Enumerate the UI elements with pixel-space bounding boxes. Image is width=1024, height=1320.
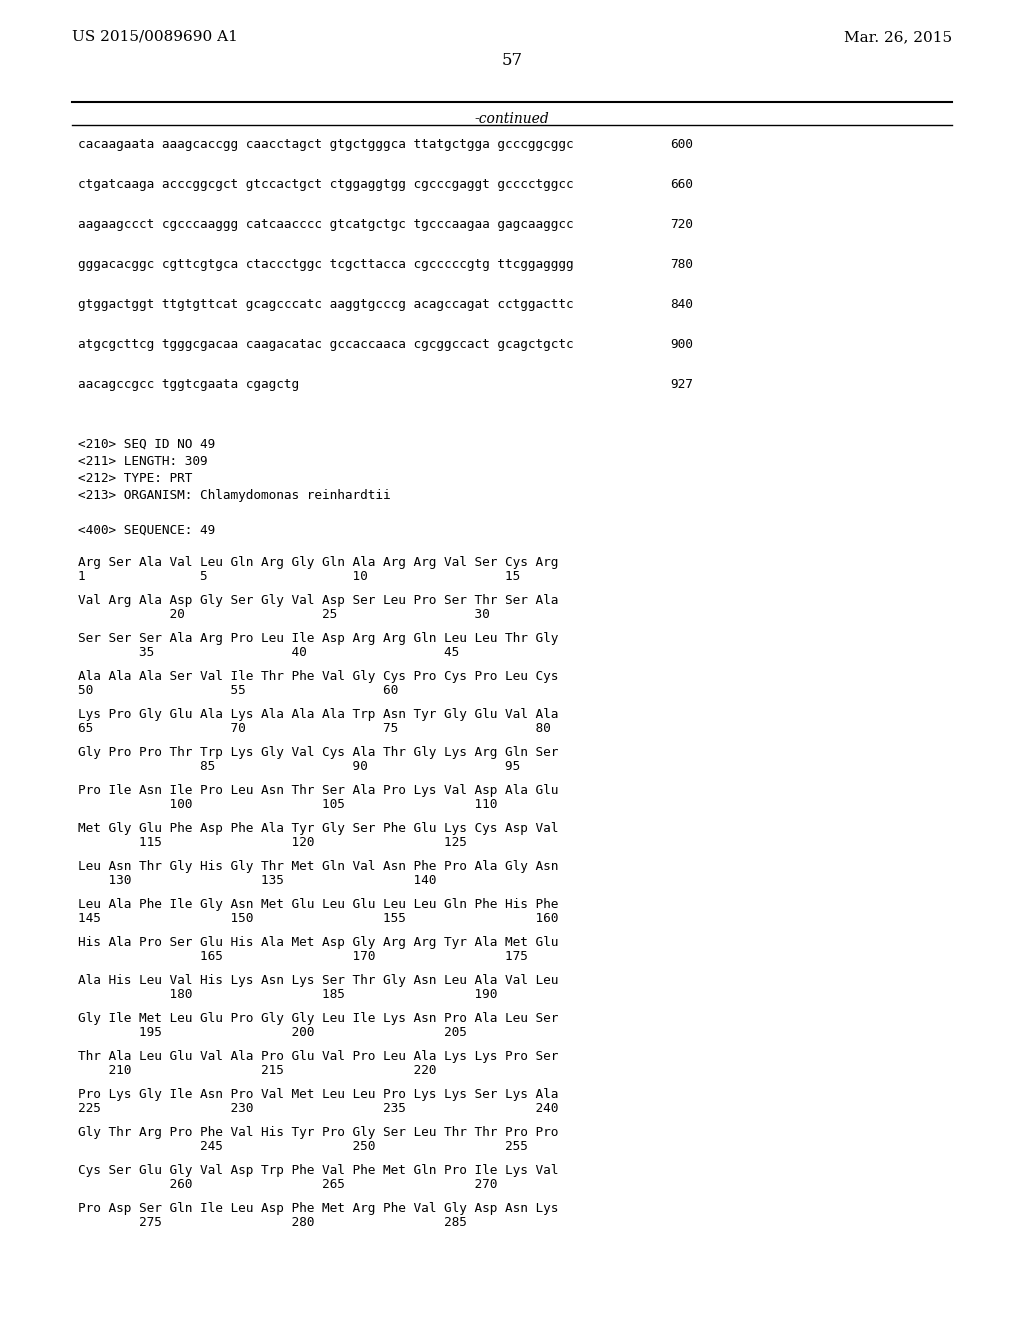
Text: 1               5                   10                  15: 1 5 10 15 [78, 570, 520, 583]
Text: Arg Ser Ala Val Leu Gln Arg Gly Gln Ala Arg Arg Val Ser Cys Arg: Arg Ser Ala Val Leu Gln Arg Gly Gln Ala … [78, 556, 558, 569]
Text: <210> SEQ ID NO 49: <210> SEQ ID NO 49 [78, 438, 215, 451]
Text: atgcgcttcg tgggcgacaa caagacatac gccaccaaca cgcggccact gcagctgctc: atgcgcttcg tgggcgacaa caagacatac gccacca… [78, 338, 573, 351]
Text: 35                  40                  45: 35 40 45 [78, 645, 459, 659]
Text: Gly Thr Arg Pro Phe Val His Tyr Pro Gly Ser Leu Thr Thr Pro Pro: Gly Thr Arg Pro Phe Val His Tyr Pro Gly … [78, 1126, 558, 1139]
Text: Cys Ser Glu Gly Val Asp Trp Phe Val Phe Met Gln Pro Ile Lys Val: Cys Ser Glu Gly Val Asp Trp Phe Val Phe … [78, 1164, 558, 1177]
Text: 260                 265                 270: 260 265 270 [78, 1177, 498, 1191]
Text: Leu Ala Phe Ile Gly Asn Met Glu Leu Glu Leu Leu Gln Phe His Phe: Leu Ala Phe Ile Gly Asn Met Glu Leu Glu … [78, 898, 558, 911]
Text: 245                 250                 255: 245 250 255 [78, 1140, 528, 1152]
Text: Gly Pro Pro Thr Trp Lys Gly Val Cys Ala Thr Gly Lys Arg Gln Ser: Gly Pro Pro Thr Trp Lys Gly Val Cys Ala … [78, 746, 558, 759]
Text: Ala Ala Ala Ser Val Ile Thr Phe Val Gly Cys Pro Cys Pro Leu Cys: Ala Ala Ala Ser Val Ile Thr Phe Val Gly … [78, 671, 558, 682]
Text: 85                  90                  95: 85 90 95 [78, 760, 520, 774]
Text: Pro Ile Asn Ile Pro Leu Asn Thr Ser Ala Pro Lys Val Asp Ala Glu: Pro Ile Asn Ile Pro Leu Asn Thr Ser Ala … [78, 784, 558, 797]
Text: 275                 280                 285: 275 280 285 [78, 1216, 467, 1229]
Text: gggacacggc cgttcgtgca ctaccctggc tcgcttacca cgcccccgtg ttcggagggg: gggacacggc cgttcgtgca ctaccctggc tcgctta… [78, 257, 573, 271]
Text: 195                 200                 205: 195 200 205 [78, 1026, 467, 1039]
Text: 900: 900 [670, 338, 693, 351]
Text: Ser Ser Ser Ala Arg Pro Leu Ile Asp Arg Arg Gln Leu Leu Thr Gly: Ser Ser Ser Ala Arg Pro Leu Ile Asp Arg … [78, 632, 558, 645]
Text: aacagccgcc tggtcgaata cgagctg: aacagccgcc tggtcgaata cgagctg [78, 378, 299, 391]
Text: Mar. 26, 2015: Mar. 26, 2015 [844, 30, 952, 44]
Text: 210                 215                 220: 210 215 220 [78, 1064, 436, 1077]
Text: -continued: -continued [475, 112, 549, 125]
Text: 780: 780 [670, 257, 693, 271]
Text: gtggactggt ttgtgttcat gcagcccatc aaggtgcccg acagccagat cctggacttc: gtggactggt ttgtgttcat gcagcccatc aaggtgc… [78, 298, 573, 312]
Text: 100                 105                 110: 100 105 110 [78, 799, 498, 810]
Text: His Ala Pro Ser Glu His Ala Met Asp Gly Arg Arg Tyr Ala Met Glu: His Ala Pro Ser Glu His Ala Met Asp Gly … [78, 936, 558, 949]
Text: Pro Lys Gly Ile Asn Pro Val Met Leu Leu Pro Lys Lys Ser Lys Ala: Pro Lys Gly Ile Asn Pro Val Met Leu Leu … [78, 1088, 558, 1101]
Text: 600: 600 [670, 139, 693, 150]
Text: US 2015/0089690 A1: US 2015/0089690 A1 [72, 30, 238, 44]
Text: 927: 927 [670, 378, 693, 391]
Text: Lys Pro Gly Glu Ala Lys Ala Ala Ala Trp Asn Tyr Gly Glu Val Ala: Lys Pro Gly Glu Ala Lys Ala Ala Ala Trp … [78, 708, 558, 721]
Text: Leu Asn Thr Gly His Gly Thr Met Gln Val Asn Phe Pro Ala Gly Asn: Leu Asn Thr Gly His Gly Thr Met Gln Val … [78, 861, 558, 873]
Text: 145                 150                 155                 160: 145 150 155 160 [78, 912, 558, 925]
Text: 840: 840 [670, 298, 693, 312]
Text: 130                 135                 140: 130 135 140 [78, 874, 436, 887]
Text: <212> TYPE: PRT: <212> TYPE: PRT [78, 473, 193, 484]
Text: <400> SEQUENCE: 49: <400> SEQUENCE: 49 [78, 524, 215, 537]
Text: Ala His Leu Val His Lys Asn Lys Ser Thr Gly Asn Leu Ala Val Leu: Ala His Leu Val His Lys Asn Lys Ser Thr … [78, 974, 558, 987]
Text: <213> ORGANISM: Chlamydomonas reinhardtii: <213> ORGANISM: Chlamydomonas reinhardti… [78, 488, 390, 502]
Text: 50                  55                  60: 50 55 60 [78, 684, 398, 697]
Text: 165                 170                 175: 165 170 175 [78, 950, 528, 964]
Text: Thr Ala Leu Glu Val Ala Pro Glu Val Pro Leu Ala Lys Lys Pro Ser: Thr Ala Leu Glu Val Ala Pro Glu Val Pro … [78, 1049, 558, 1063]
Text: 180                 185                 190: 180 185 190 [78, 987, 498, 1001]
Text: Gly Ile Met Leu Glu Pro Gly Gly Leu Ile Lys Asn Pro Ala Leu Ser: Gly Ile Met Leu Glu Pro Gly Gly Leu Ile … [78, 1012, 558, 1026]
Text: 65                  70                  75                  80: 65 70 75 80 [78, 722, 551, 735]
Text: aagaagccct cgcccaaggg catcaacccc gtcatgctgc tgcccaagaa gagcaaggcc: aagaagccct cgcccaaggg catcaacccc gtcatgc… [78, 218, 573, 231]
Text: 660: 660 [670, 178, 693, 191]
Text: 225                 230                 235                 240: 225 230 235 240 [78, 1102, 558, 1115]
Text: Pro Asp Ser Gln Ile Leu Asp Phe Met Arg Phe Val Gly Asp Asn Lys: Pro Asp Ser Gln Ile Leu Asp Phe Met Arg … [78, 1203, 558, 1214]
Text: cacaagaata aaagcaccgg caacctagct gtgctgggca ttatgctgga gcccggcggc: cacaagaata aaagcaccgg caacctagct gtgctgg… [78, 139, 573, 150]
Text: 720: 720 [670, 218, 693, 231]
Text: ctgatcaaga acccggcgct gtccactgct ctggaggtgg cgcccgaggt gcccctggcc: ctgatcaaga acccggcgct gtccactgct ctggagg… [78, 178, 573, 191]
Text: Met Gly Glu Phe Asp Phe Ala Tyr Gly Ser Phe Glu Lys Cys Asp Val: Met Gly Glu Phe Asp Phe Ala Tyr Gly Ser … [78, 822, 558, 836]
Text: 57: 57 [502, 51, 522, 69]
Text: Val Arg Ala Asp Gly Ser Gly Val Asp Ser Leu Pro Ser Thr Ser Ala: Val Arg Ala Asp Gly Ser Gly Val Asp Ser … [78, 594, 558, 607]
Text: <211> LENGTH: 309: <211> LENGTH: 309 [78, 455, 208, 469]
Text: 115                 120                 125: 115 120 125 [78, 836, 467, 849]
Text: 20                  25                  30: 20 25 30 [78, 609, 489, 620]
